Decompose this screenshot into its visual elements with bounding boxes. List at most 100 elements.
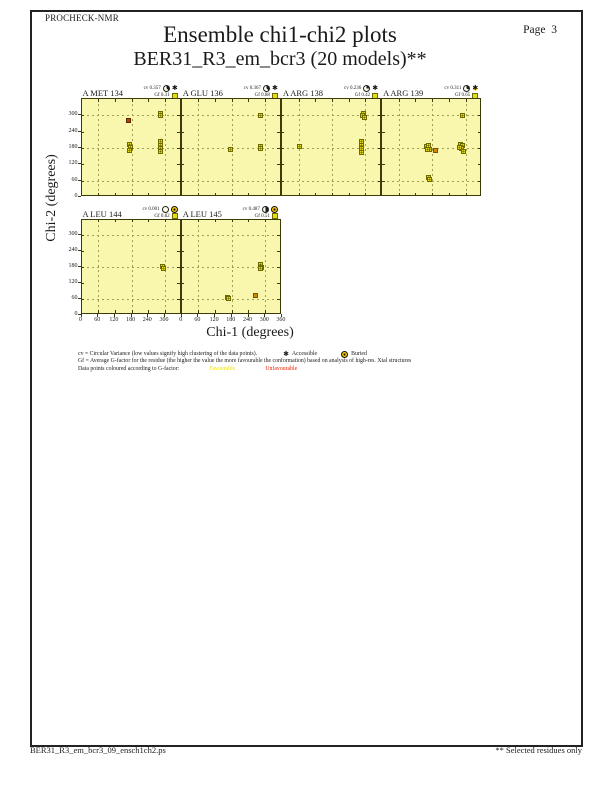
tick-mark bbox=[81, 298, 84, 300]
data-point bbox=[226, 296, 232, 302]
gf-value: Gf 0.51 bbox=[254, 213, 270, 219]
legend-colour-text: Data points coloured according to G-fact… bbox=[78, 365, 180, 372]
tick-mark bbox=[281, 115, 285, 117]
tick-mark bbox=[98, 219, 100, 222]
tick-mark-outer bbox=[77, 196, 81, 197]
cv-pie-icon bbox=[363, 85, 371, 92]
tick-mark bbox=[415, 192, 417, 195]
tick-mark bbox=[265, 192, 267, 195]
y-tick-label: 180 bbox=[68, 144, 78, 150]
tick-mark-outer bbox=[80, 313, 82, 317]
gridline-horizontal bbox=[281, 115, 381, 117]
tick-mark-outer bbox=[280, 313, 282, 317]
data-point bbox=[126, 117, 132, 123]
y-tick-label: 240 bbox=[68, 247, 78, 254]
tick-mark bbox=[277, 235, 280, 237]
tick-mark bbox=[81, 115, 84, 117]
gridline-vertical bbox=[365, 99, 367, 195]
cv-pie-icon bbox=[463, 85, 471, 92]
y-tick-label: 240 bbox=[68, 127, 78, 134]
tick-mark bbox=[215, 192, 217, 195]
data-point bbox=[459, 113, 465, 119]
tick-mark bbox=[81, 164, 84, 166]
plot-header-a-leu-145: A LEU 145 cv 0.487 Gf 0.51 bbox=[181, 203, 281, 219]
tick-mark bbox=[231, 99, 233, 102]
cv-gf-block: cv 0.487 Gf 0.51 bbox=[242, 205, 278, 220]
tick-mark bbox=[81, 131, 84, 133]
tick-mark bbox=[177, 282, 180, 284]
gf-value: Gf 0.65 bbox=[455, 93, 471, 98]
tick-mark bbox=[377, 148, 381, 149]
accessible-star-icon: ✱ bbox=[372, 84, 379, 92]
y-tick-label: 60 bbox=[71, 294, 78, 301]
tick-mark bbox=[277, 164, 280, 166]
tick-mark bbox=[277, 115, 280, 117]
x-tick-label: 360 bbox=[276, 316, 286, 323]
tick-mark bbox=[331, 192, 333, 195]
page-number: Page 3 bbox=[523, 24, 557, 36]
tick-mark bbox=[114, 219, 116, 222]
x-tick-label: 240 bbox=[243, 316, 252, 323]
tick-mark-outer bbox=[77, 163, 81, 165]
tick-mark bbox=[382, 131, 385, 133]
tick-mark bbox=[477, 131, 481, 133]
tick-mark bbox=[248, 99, 250, 102]
x-tick-label: 180 bbox=[226, 316, 236, 323]
tick-mark-outer bbox=[230, 313, 232, 317]
data-point bbox=[257, 112, 263, 118]
tick-mark bbox=[248, 192, 250, 195]
tick-mark bbox=[181, 115, 185, 117]
tick-mark bbox=[348, 99, 350, 102]
data-point bbox=[258, 145, 264, 151]
page-number-value: 3 bbox=[551, 24, 557, 36]
gf-value: Gf 0.31 bbox=[154, 93, 170, 98]
tick-mark bbox=[198, 99, 200, 102]
tick-mark-outer bbox=[247, 313, 249, 317]
tick-mark bbox=[177, 164, 180, 166]
cv-value: cv 0.487 bbox=[242, 206, 260, 212]
legend-colour-line: Data points coloured according to G-fact… bbox=[78, 366, 548, 373]
gf-value: Gf 0.42 bbox=[354, 93, 371, 98]
gridline-horizontal bbox=[181, 180, 280, 182]
tick-mark bbox=[165, 192, 166, 195]
data-point bbox=[252, 292, 258, 298]
cv-gf-block: cv 0.357 ✱ Gf 0.31 bbox=[144, 85, 178, 99]
gridline-vertical bbox=[265, 219, 267, 313]
cv-value: cv 0.001 bbox=[142, 206, 160, 212]
gridline-vertical bbox=[98, 99, 100, 195]
buried-circle-icon bbox=[170, 205, 178, 213]
tick-mark bbox=[377, 131, 381, 133]
tick-mark-outer bbox=[77, 250, 81, 252]
legend-gf-text: Gf = Average G-factor for the residue (t… bbox=[78, 358, 412, 365]
cv-value: cv 0.357 bbox=[143, 86, 161, 91]
residue-label: A ARG 138 bbox=[282, 88, 324, 98]
plot-header-a-leu-144: A LEU 144 cv 0.001 Gf 0.82 bbox=[81, 203, 181, 219]
plot-header-a-arg-138: A ARG 138 cv 0.236 ✱ Gf 0.42 bbox=[281, 82, 381, 99]
gridline-vertical bbox=[231, 219, 233, 313]
tick-mark bbox=[432, 192, 434, 195]
tick-mark-outer bbox=[214, 313, 216, 317]
tick-mark-outer bbox=[264, 313, 266, 317]
tick-mark bbox=[265, 99, 267, 102]
legend-cv-text: cv = Circular Variance (low values signi… bbox=[78, 351, 258, 357]
x-tick-label: 60 bbox=[194, 316, 201, 323]
data-point bbox=[359, 149, 365, 155]
tick-mark bbox=[198, 310, 200, 313]
gridline-horizontal bbox=[81, 235, 180, 237]
tick-mark bbox=[331, 99, 333, 102]
cv-row: cv 0.487 bbox=[242, 205, 278, 213]
tick-mark bbox=[382, 148, 385, 149]
tick-mark bbox=[98, 99, 100, 102]
tick-mark bbox=[198, 219, 200, 222]
tick-mark bbox=[477, 164, 481, 166]
tick-mark bbox=[177, 180, 180, 182]
page-border bbox=[30, 10, 583, 747]
tick-mark bbox=[81, 251, 84, 253]
x-tick-label: 120 bbox=[109, 316, 119, 323]
tick-mark bbox=[148, 99, 150, 102]
plot-header-a-glu-136: A GLU 136 cv 0.367 ✱ Gf 0.88 bbox=[181, 82, 281, 99]
tick-mark bbox=[148, 219, 150, 222]
tick-mark bbox=[382, 115, 385, 117]
residue-label: A GLU 136 bbox=[182, 88, 223, 98]
tick-mark bbox=[382, 180, 385, 182]
